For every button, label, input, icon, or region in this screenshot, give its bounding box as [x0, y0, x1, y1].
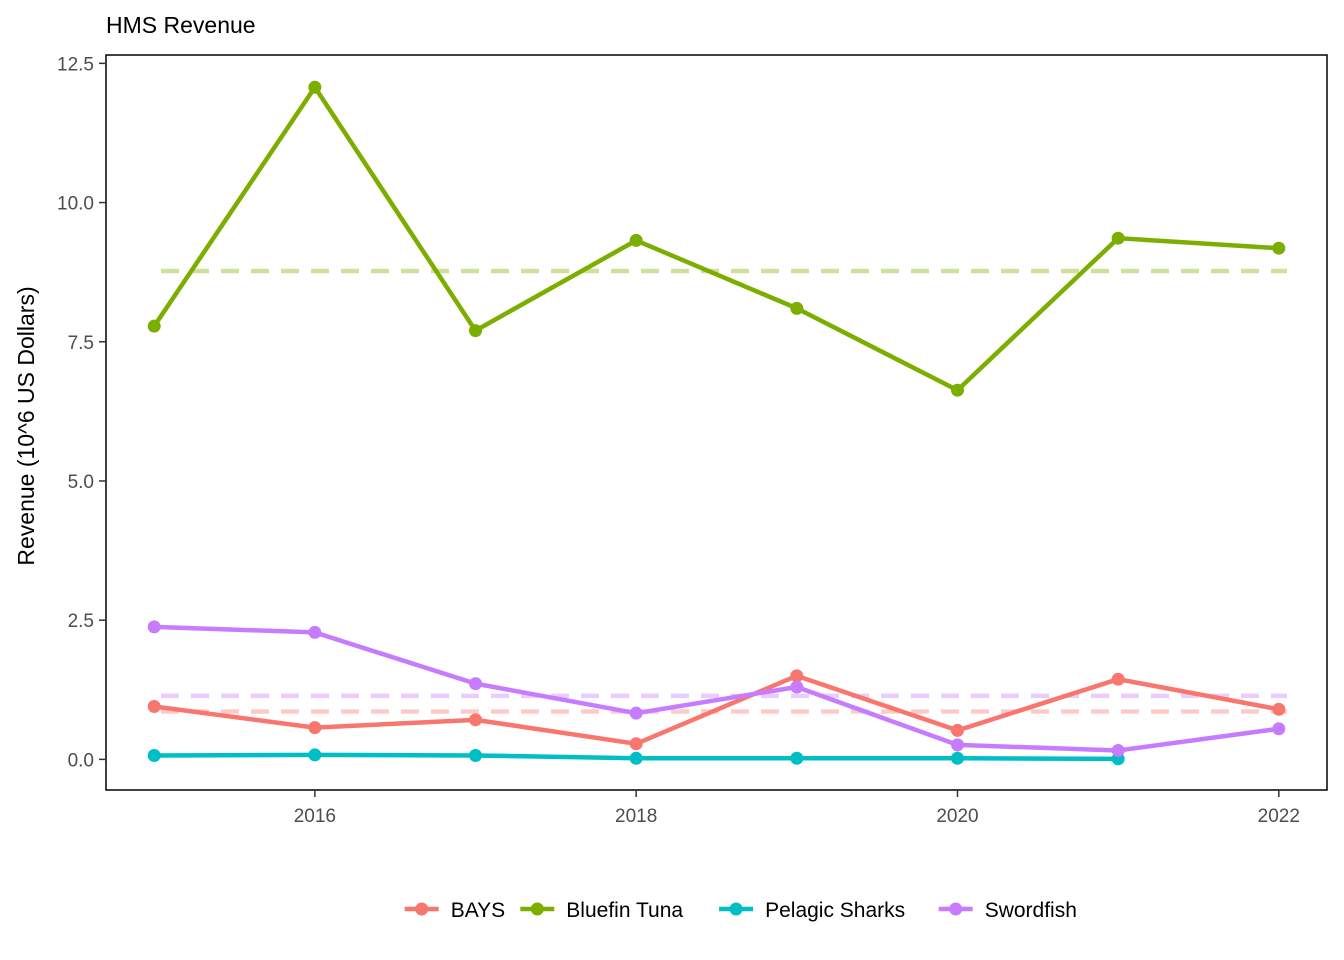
- data-point-bays-2016: [308, 721, 322, 735]
- data-point-bluefin-tuna-2021: [1111, 231, 1125, 245]
- legend-label-swordfish: Swordfish: [985, 899, 1077, 922]
- data-point-swordfish-2020: [950, 738, 964, 752]
- data-point-pelagic-sharks-2017: [469, 748, 483, 762]
- legend-key-point-swordfish: [949, 902, 963, 916]
- series-line-bluefin-tuna: [151, 85, 1282, 393]
- legend-item-swordfish: Swordfish: [938, 899, 1077, 922]
- data-point-pelagic-sharks-2018: [629, 751, 643, 765]
- series-line-swordfish: [151, 624, 1282, 753]
- legend-label-bays: BAYS: [451, 899, 505, 922]
- y-tick-label: 7.5: [68, 333, 94, 354]
- series-line-bays: [151, 673, 1282, 747]
- legend-key-point-bluefin-tuna: [530, 902, 544, 916]
- y-tick-label: 12.5: [57, 54, 94, 75]
- legend-label-bluefin-tuna: Bluefin Tuna: [566, 899, 683, 922]
- x-tick-label: 2018: [615, 806, 657, 827]
- x-tick-label: 2020: [936, 806, 978, 827]
- x-tick-label: 2016: [294, 806, 336, 827]
- data-point-bays-2019: [790, 669, 804, 683]
- legend-item-bluefin-tuna: Bluefin Tuna: [520, 899, 683, 922]
- data-point-bays-2015: [147, 699, 161, 713]
- data-point-bluefin-tuna-2015: [147, 319, 161, 333]
- mean-lines: [161, 268, 1287, 714]
- legend: BAYS Bluefin Tuna Pelagic Sharks Swordfish: [404, 899, 1077, 922]
- y-tick-label: 5.0: [68, 472, 94, 493]
- data-point-bays-2020: [950, 723, 964, 737]
- data-point-pelagic-sharks-2016: [308, 748, 322, 762]
- y-tick-label: 2.5: [68, 611, 94, 632]
- data-point-swordfish-2018: [629, 706, 643, 720]
- data-point-bluefin-tuna-2016: [308, 80, 322, 94]
- y-tick-label: 0.0: [68, 750, 94, 771]
- legend-label-pelagic-sharks: Pelagic Sharks: [765, 899, 905, 922]
- series-lines: [151, 85, 1282, 762]
- legend-key-point-pelagic-sharks: [729, 902, 743, 916]
- data-point-bluefin-tuna-2018: [629, 233, 643, 247]
- data-point-bluefin-tuna-2019: [790, 301, 804, 315]
- data-point-swordfish-2021: [1111, 743, 1125, 757]
- y-tick-label: 10.0: [57, 194, 94, 215]
- x-tick-label: 2022: [1258, 806, 1300, 827]
- data-point-pelagic-sharks-2015: [147, 748, 161, 762]
- data-point-bluefin-tuna-2017: [469, 324, 483, 338]
- series-points: [147, 80, 1286, 766]
- data-point-swordfish-2019: [790, 680, 804, 694]
- data-point-bays-2022: [1272, 702, 1286, 716]
- data-point-swordfish-2022: [1272, 722, 1286, 736]
- legend-item-pelagic-sharks: Pelagic Sharks: [719, 899, 905, 922]
- legend-item-bays: BAYS: [404, 899, 505, 922]
- data-point-bluefin-tuna-2020: [950, 383, 964, 397]
- data-point-bays-2021: [1111, 672, 1125, 686]
- data-point-pelagic-sharks-2020: [950, 751, 964, 765]
- data-point-swordfish-2016: [308, 625, 322, 639]
- data-point-pelagic-sharks-2019: [790, 751, 804, 765]
- x-axis: 2016 2018 2020 2022: [294, 790, 1300, 827]
- y-axis-title: Revenue (10^6 US Dollars): [13, 286, 39, 565]
- plot-panel-border: [105, 54, 1328, 791]
- y-axis: 0.0 2.5 5.0 7.5 10.0 12.5: [57, 54, 106, 771]
- legend-key-point-bays: [415, 902, 429, 916]
- data-point-swordfish-2015: [147, 620, 161, 634]
- data-point-swordfish-2017: [469, 677, 483, 691]
- data-point-bluefin-tuna-2022: [1272, 241, 1286, 255]
- data-point-bays-2018: [629, 737, 643, 751]
- data-point-bays-2017: [469, 713, 483, 727]
- chart-title: HMS Revenue: [106, 12, 256, 38]
